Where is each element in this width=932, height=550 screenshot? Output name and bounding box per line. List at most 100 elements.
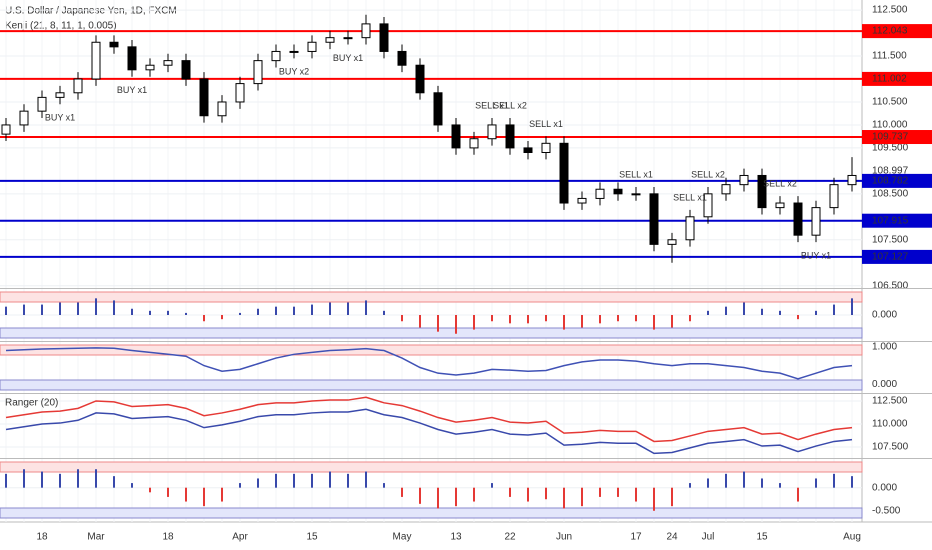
- candle-body: [451, 124, 461, 149]
- level-label: 111.002: [872, 74, 907, 85]
- candle-body: [829, 184, 839, 209]
- level-tag: [862, 24, 932, 39]
- pane-title: Ranger (20): [5, 398, 58, 409]
- x-tick-label: 22: [504, 532, 516, 543]
- x-tick-label: 18: [36, 532, 48, 543]
- y-tick-label: 1.000: [872, 341, 897, 352]
- signal-label: SELL x2: [691, 169, 725, 179]
- signal-label: SELL x2: [763, 179, 797, 189]
- candle-body: [199, 78, 209, 117]
- last-price-label: 108.997: [872, 166, 909, 177]
- overbought-band: [0, 461, 863, 473]
- candle-body: [541, 142, 551, 153]
- x-tick-label: Aug: [843, 532, 861, 543]
- candle-body: [325, 37, 335, 43]
- x-tick-label: 24: [666, 532, 678, 543]
- y-tick-label: 106.500: [872, 280, 909, 291]
- y-tick-label: 112.500: [872, 5, 908, 16]
- candle-body: [685, 216, 695, 241]
- level-tag: [862, 249, 932, 264]
- level-label: 109.737: [872, 132, 909, 143]
- level-label: 107.915: [872, 215, 909, 226]
- level-tag: [862, 173, 932, 188]
- candle-body: [73, 78, 83, 94]
- candle-body: [433, 92, 443, 126]
- level-label: 108.782: [872, 176, 909, 187]
- candle-body: [127, 46, 137, 71]
- candle-body: [289, 50, 299, 53]
- candle-body: [145, 64, 155, 71]
- candle-body: [163, 60, 173, 66]
- y-tick-label: 109.500: [872, 143, 909, 154]
- y-tick-label: 110.000: [872, 120, 908, 131]
- signal-label: SELL x2: [493, 100, 527, 110]
- candle-body: [703, 193, 713, 218]
- candle-body: [19, 110, 29, 126]
- y-tick-label: 112.500: [872, 396, 908, 407]
- x-tick-label: 15: [756, 532, 768, 543]
- candle-body: [271, 50, 281, 62]
- candle-body: [181, 60, 191, 80]
- candle-body: [343, 37, 353, 40]
- level-label: 107.127: [872, 252, 909, 263]
- y-tick-label: 107.500: [872, 442, 909, 453]
- candle-body: [361, 23, 371, 39]
- candle-body: [721, 184, 731, 195]
- ranger-line: [5, 408, 853, 455]
- candle-body: [37, 96, 47, 112]
- y-tick-label: 108.500: [872, 188, 909, 199]
- y-tick-label: 0.000: [872, 379, 897, 390]
- candle-body: [109, 41, 119, 48]
- level-tag: [862, 213, 932, 228]
- candle-body: [757, 174, 767, 209]
- signal-label: BUY x2: [279, 67, 309, 77]
- ranger-line: [5, 396, 853, 443]
- candle-body: [847, 174, 857, 186]
- overbought-band: [0, 344, 863, 356]
- y-tick-label: 110.500: [872, 97, 908, 108]
- oversold-band: [0, 379, 863, 391]
- x-tick-label: Jul: [702, 532, 715, 543]
- y-tick-label: 107.500: [872, 234, 909, 245]
- candle-body: [667, 239, 677, 245]
- x-tick-label: Apr: [232, 532, 248, 543]
- chart-title: U.S. Dollar / Japanese Yen, 1D, FXCM: [5, 6, 177, 17]
- signal-label: BUY x1: [801, 250, 831, 260]
- candle-body: [487, 124, 497, 140]
- oversold-band: [0, 327, 863, 339]
- candle-body: [235, 83, 245, 103]
- y-tick-label: 0.000: [872, 310, 897, 321]
- y-tick-label: 0.000: [872, 482, 897, 493]
- x-tick-label: 13: [450, 532, 462, 543]
- signal-label: BUY x1: [117, 85, 147, 95]
- candle-body: [811, 207, 821, 236]
- y-tick-label: 111.500: [872, 51, 907, 62]
- candle-body: [379, 23, 389, 52]
- candle-body: [307, 41, 317, 52]
- candle-body: [739, 174, 749, 186]
- tdi-line: [5, 347, 853, 380]
- candle-body: [613, 188, 623, 195]
- x-tick-label: May: [393, 532, 412, 543]
- candle-body: [397, 50, 407, 66]
- x-tick-label: Mar: [87, 532, 105, 543]
- signal-label: SELL x1: [529, 119, 563, 129]
- candle-body: [505, 124, 515, 149]
- signal-label: BUY x1: [333, 53, 363, 63]
- oversold-band: [0, 507, 863, 519]
- x-tick-label: 15: [306, 532, 318, 543]
- candle-body: [577, 197, 587, 204]
- x-tick-label: 17: [630, 532, 642, 543]
- candle-body: [649, 193, 659, 245]
- candle-body: [523, 147, 533, 153]
- level-label: 112.043: [872, 26, 908, 37]
- level-tag: [862, 130, 932, 145]
- candle-body: [631, 193, 641, 196]
- level-tag: [862, 71, 932, 86]
- candle-body: [793, 202, 803, 236]
- candle-body: [217, 101, 227, 117]
- candle-body: [469, 138, 479, 149]
- signal-label: SELL x1: [475, 100, 509, 110]
- overbought-band: [0, 291, 863, 303]
